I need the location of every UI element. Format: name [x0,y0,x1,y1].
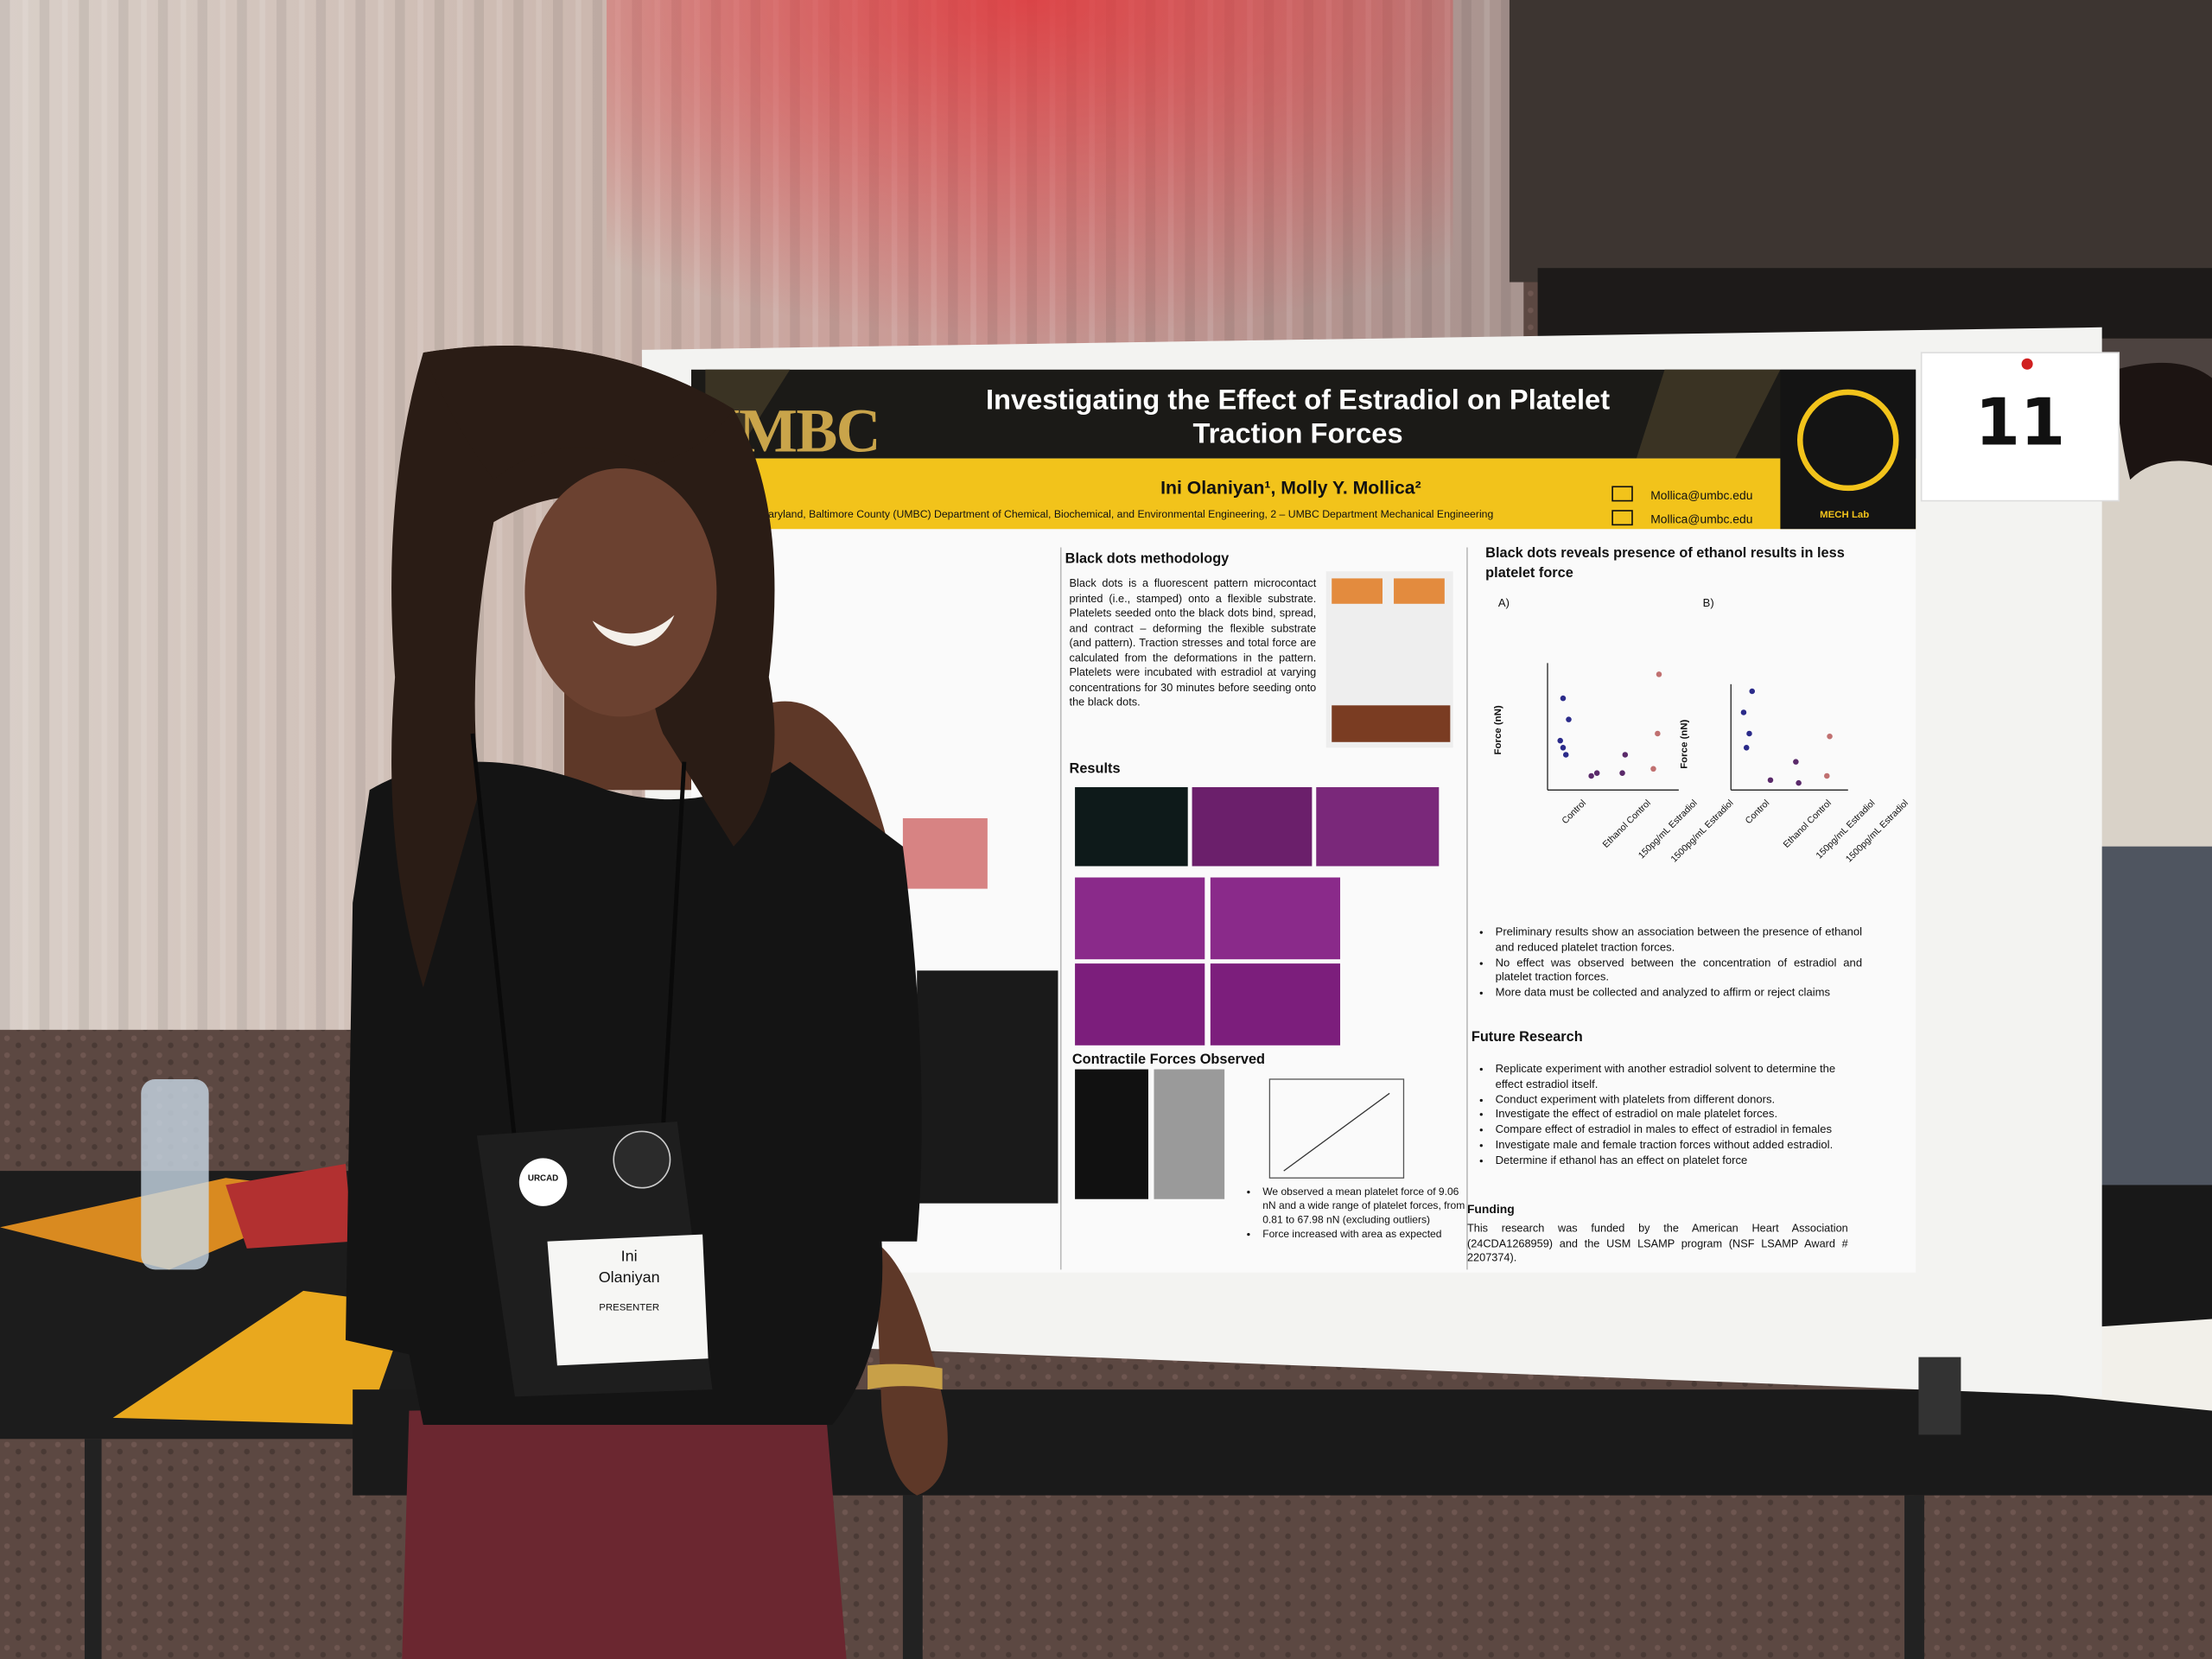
lanyard [660,761,687,1129]
plot-points [1588,752,1802,786]
plot-points [1650,671,1833,779]
micrograph [1075,963,1205,1046]
poster-email: Mollica@umbc.edu [1650,487,1753,503]
fit-line [1283,1092,1390,1172]
wall-trim [1537,268,2212,339]
bracelet [868,1363,943,1390]
skirt [402,1403,847,1659]
bullet-item: Compare effect of estradiol in males to … [1496,1123,1848,1139]
badge-logo-text: URCAD [527,1175,559,1184]
table-leg [84,1439,102,1659]
poster-title: Investigating the Effect of Estradiol on… [903,384,1693,451]
panel-label: A) [1497,596,1510,610]
section-heading: Future Research [1471,1029,1583,1046]
section-heading: Results [1069,761,1121,778]
booklet [226,1163,353,1249]
micrograph [1210,963,1341,1046]
method-figure-part [1332,705,1451,742]
poster-authors: Ini Olaniyan¹, Molly Y. Mollica² [1160,476,1421,499]
bystander-hair [2115,362,2212,480]
bullet-item: Investigate the effect of estradiol on m… [1496,1108,1848,1123]
poster-email: Mollica@umbc.edu [1650,512,1753,526]
board-clip [1918,1357,1961,1435]
micrograph [1316,787,1440,867]
number-card [1920,352,2120,502]
lanyard [470,733,518,1143]
face [524,468,717,717]
micrograph [917,970,1058,1204]
badge-last-name: Olaniyan [598,1269,660,1287]
plot-points [1557,688,1756,758]
section-heading: Black dots methodology [1065,551,1230,568]
poster-affiliation: of Maryland, Baltimore County (UMBC) Dep… [747,507,1494,521]
section-text: Black dots is a fluorescent pattern micr… [1069,576,1317,709]
panel-label: B) [1702,596,1714,610]
badge-name: Ini Olaniyan PRESENTER [553,1247,705,1319]
bullet-item: We observed a mean platelet force of 9.0… [1262,1185,1467,1227]
method-figure-part [1332,578,1382,604]
email-icon [1611,510,1633,526]
bullet-item: Determine if ethanol has an effect on pl… [1496,1154,1848,1169]
name-card [547,1234,709,1366]
lab-logo-ring [1796,389,1899,492]
hair [423,345,734,480]
title-line: Investigating the Effect of Estradiol on… [985,385,1611,416]
micrograph [1075,877,1205,960]
header-pattern [705,369,1781,459]
board-number: 11 [1974,384,2066,461]
funding-text: This research was funded by the American… [1466,1221,1848,1264]
badge-logo [613,1130,671,1189]
bullet-item: Preliminary results show an association … [1496,925,1862,956]
top [345,761,922,1425]
lab-name: MECH Lab [1820,511,1870,521]
micrograph [1192,787,1313,867]
poster-yellow-band [690,458,1916,530]
bullet-item: More data must be collected and analyzed… [1496,987,1862,1002]
pin [2021,358,2033,370]
micrograph [1075,1069,1148,1199]
badge-logo [518,1158,568,1206]
smile [592,614,675,646]
email-icon [1611,486,1633,502]
water-bottle [141,1078,209,1270]
bullet-item: Conduct experiment with platelets from d… [1496,1093,1848,1109]
figure [902,817,988,889]
wall [1509,0,2212,283]
future-bullets: Replicate experiment with another estrad… [1481,1062,1847,1168]
micrograph [1210,877,1341,960]
method-figure-part [1394,578,1445,604]
bullet-item: Replicate experiment with another estrad… [1496,1062,1848,1092]
contractile-bullets: We observed a mean platelet force of 9.0… [1249,1185,1467,1241]
badge-first-name: Ini [620,1248,638,1266]
micrograph [1154,1069,1225,1199]
table-leg [1904,1495,1924,1659]
section-heading: Black dots reveals presence of ethanol r… [1485,545,1845,582]
badge-role: PRESENTER [599,1303,660,1313]
title-line: Traction Forces [1192,418,1403,450]
scatter-frame [1268,1078,1405,1179]
micrograph [1075,787,1188,867]
findings-bullets: Preliminary results show an association … [1481,925,1862,1001]
table-leg [902,1495,923,1659]
bullet-item: Investigate male and female traction for… [1496,1139,1848,1154]
bullet-item: Force increased with area as expected [1262,1227,1467,1241]
bullet-item: No effect was observed between the conce… [1496,956,1862,986]
booklet [112,1290,410,1425]
section-heading: Contractile Forces Observed [1071,1052,1266,1068]
section-heading: Funding [1466,1202,1515,1217]
